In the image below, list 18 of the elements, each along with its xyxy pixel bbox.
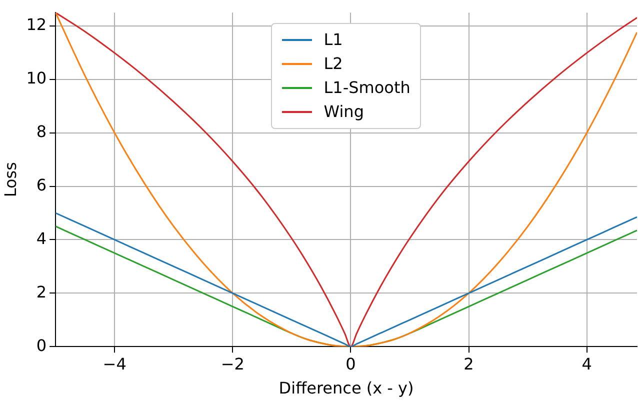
x-tick-label: 0: [346, 354, 356, 374]
legend-label: Wing: [324, 102, 364, 122]
x-tick-label: 4: [582, 354, 592, 374]
y-tick-label: 4: [36, 228, 47, 248]
y-axis-title: Loss: [0, 162, 20, 198]
x-tick-label: 2: [464, 354, 474, 374]
x-tick-label: −2: [220, 354, 244, 374]
y-tick-label: 8: [36, 122, 47, 141]
legend-label: L2: [324, 54, 343, 74]
legend-label: L1: [324, 30, 343, 50]
x-axis-title: Difference (x - y): [278, 378, 414, 398]
y-tick-label: 12: [26, 15, 47, 34]
x-tick-label: −4: [102, 354, 126, 374]
y-tick-label: 10: [26, 68, 47, 88]
y-tick-label: 0: [36, 336, 47, 355]
y-tick-label: 6: [36, 175, 47, 194]
legend-label: L1-Smooth: [324, 78, 410, 98]
y-tick-label: 2: [36, 282, 47, 302]
